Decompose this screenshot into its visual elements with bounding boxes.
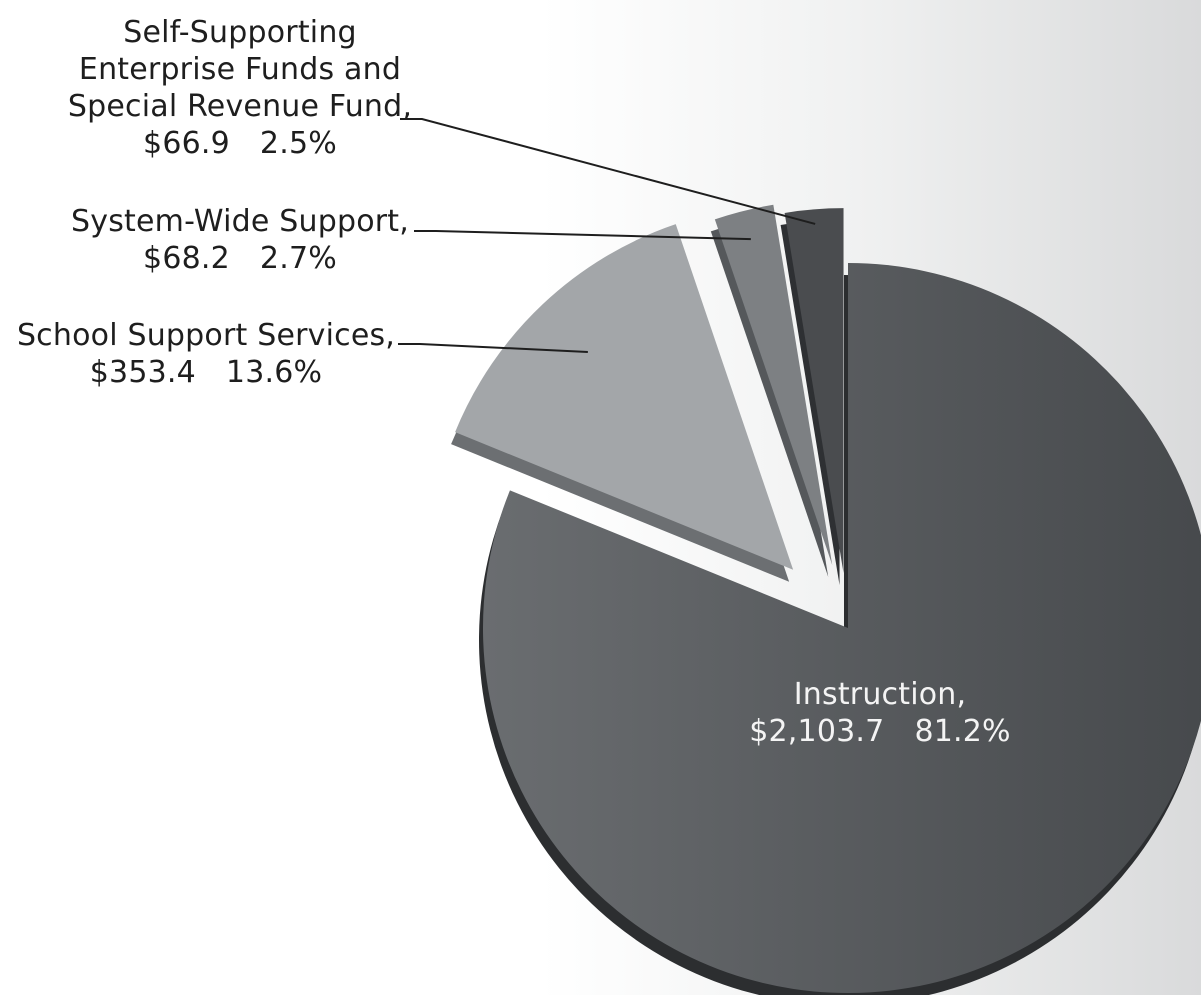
slice-label-self-supporting: Self-Supporting Enterprise Funds and Spe… xyxy=(40,14,440,162)
label-line: Enterprise Funds and xyxy=(78,52,402,87)
label-line: System-Wide Support, xyxy=(71,204,409,239)
label-percent: 2.7% xyxy=(259,241,337,276)
pie-slice-system-wide-side xyxy=(710,216,829,577)
label-value: $353.4 xyxy=(89,355,196,390)
pie-slice-instruction xyxy=(483,263,1201,993)
leader-line xyxy=(400,118,816,225)
label-line: Self-Supporting xyxy=(123,15,357,50)
label-line: Special Revenue Fund, xyxy=(67,89,413,124)
leader-line xyxy=(398,343,588,353)
pie-slice-self-supporting xyxy=(784,208,844,574)
label-percent: 13.6% xyxy=(225,355,323,390)
label-value: $68.2 xyxy=(143,241,230,276)
leader-line xyxy=(414,230,751,241)
label-percent: 2.5% xyxy=(259,126,337,161)
pie-slice-school-support xyxy=(455,224,794,570)
label-value: $2,103.7 xyxy=(749,714,885,749)
slice-label-system-wide: System-Wide Support, $68.2 2.7% xyxy=(40,203,440,277)
label-value: $66.9 xyxy=(143,126,230,161)
label-line: Instruction, xyxy=(793,677,967,712)
pie-slice-system-wide xyxy=(714,204,833,565)
slice-label-instruction: Instruction, $2,103.7 81.2% xyxy=(700,676,1060,750)
label-percent: 81.2% xyxy=(914,714,1011,749)
slice-label-school-support: School Support Services, $353.4 13.6% xyxy=(0,317,412,391)
label-line: School Support Services, xyxy=(16,318,396,353)
